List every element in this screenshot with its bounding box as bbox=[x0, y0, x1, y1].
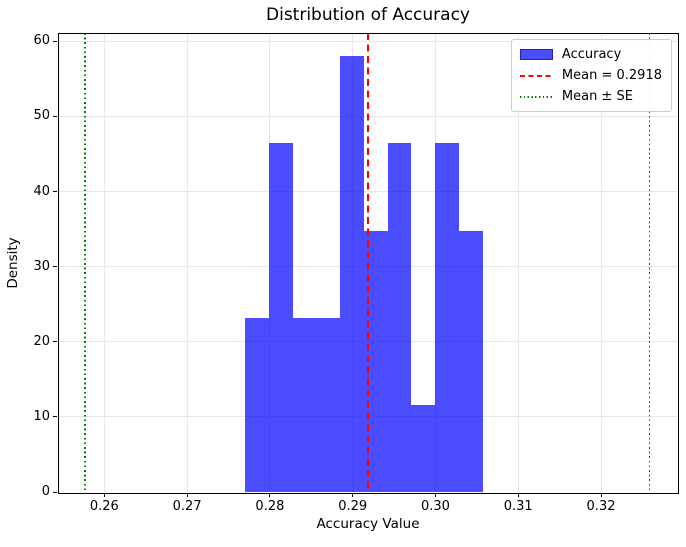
x-axis-label: Accuracy Value bbox=[316, 516, 420, 532]
histogram-bar bbox=[363, 230, 388, 492]
legend-entry-mean: Mean = 0.2918 bbox=[519, 67, 662, 84]
x-tick-label: 0.28 bbox=[255, 499, 285, 514]
y-tick-mark bbox=[53, 341, 57, 343]
x-tick-label: 0.30 bbox=[420, 499, 450, 514]
x-gridline bbox=[517, 33, 519, 492]
legend-entry-accuracy: Accuracy bbox=[519, 46, 662, 63]
x-tick-label: 0.32 bbox=[586, 499, 616, 514]
chart-title: Distribution of Accuracy bbox=[266, 5, 470, 25]
x-tick-label: 0.31 bbox=[503, 499, 533, 514]
histogram-bar bbox=[340, 55, 364, 492]
x-tick-mark bbox=[600, 493, 602, 497]
se-line-swatch-icon bbox=[519, 95, 553, 98]
x-tick-label: 0.26 bbox=[89, 499, 119, 514]
y-tick-label: 10 bbox=[33, 408, 50, 424]
mean-line-swatch-icon bbox=[519, 74, 553, 77]
y-tick-mark bbox=[53, 491, 57, 493]
x-gridline bbox=[600, 33, 602, 492]
legend-entry-se: Mean ± SE bbox=[519, 88, 662, 105]
accuracy-swatch-icon bbox=[519, 49, 553, 60]
legend-label-mean: Mean = 0.2918 bbox=[561, 68, 662, 83]
y-tick-mark bbox=[53, 266, 57, 268]
x-gridline bbox=[103, 33, 105, 492]
histogram-bar bbox=[292, 317, 317, 492]
histogram-bar bbox=[245, 317, 269, 492]
x-tick-mark bbox=[186, 493, 188, 497]
y-tick-mark bbox=[53, 416, 57, 418]
histogram-bar bbox=[387, 142, 412, 492]
histogram-bar bbox=[268, 142, 293, 492]
histogram-bar bbox=[411, 404, 436, 492]
y-tick-mark bbox=[53, 115, 57, 117]
y-tick-label: 60 bbox=[33, 33, 50, 49]
legend-label-se: Mean ± SE bbox=[561, 89, 633, 104]
x-tick-mark bbox=[103, 493, 105, 497]
y-tick-label: 40 bbox=[33, 183, 50, 199]
y-tick-label: 20 bbox=[33, 333, 50, 349]
mean-line bbox=[366, 33, 369, 492]
x-tick-mark bbox=[434, 493, 436, 497]
histogram-bar bbox=[316, 317, 341, 492]
x-tick-label: 0.29 bbox=[338, 499, 368, 514]
y-tick-label: 50 bbox=[33, 108, 50, 124]
x-tick-mark bbox=[269, 493, 271, 497]
histogram-bar bbox=[458, 230, 483, 492]
x-tick-label: 0.27 bbox=[172, 499, 202, 514]
se-line bbox=[648, 33, 651, 492]
x-gridline bbox=[186, 33, 188, 492]
y-tick-mark bbox=[53, 191, 57, 192]
legend-label-accuracy: Accuracy bbox=[561, 47, 622, 62]
se-line bbox=[84, 33, 86, 492]
legend: Accuracy Mean = 0.2918 Mean ± SE bbox=[510, 39, 672, 112]
histogram-bar bbox=[435, 142, 459, 492]
y-tick-mark bbox=[53, 40, 57, 42]
x-tick-mark bbox=[517, 493, 519, 497]
x-tick-mark bbox=[352, 493, 354, 497]
y-tick-label: 30 bbox=[33, 258, 50, 274]
y-tick-label: 0 bbox=[41, 484, 50, 499]
